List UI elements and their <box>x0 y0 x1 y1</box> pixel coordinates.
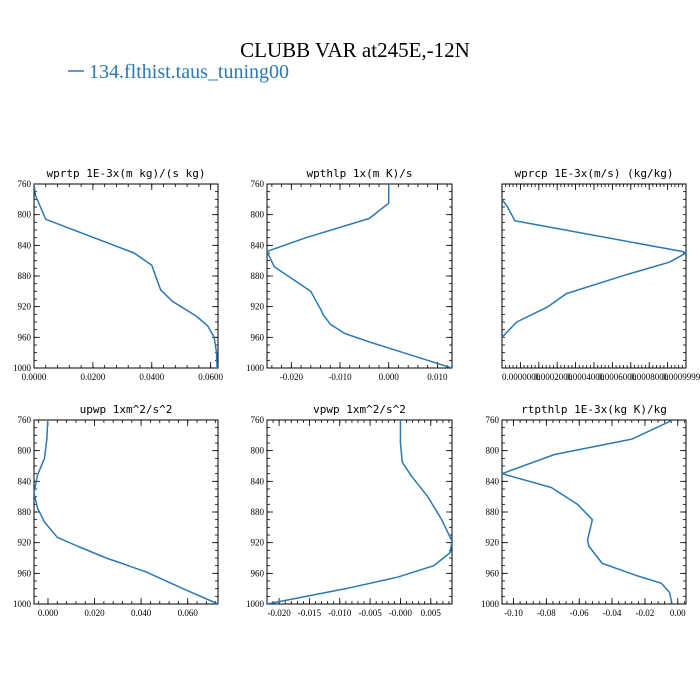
y-tick-label: 920 <box>18 538 32 548</box>
series-line <box>267 184 452 368</box>
x-tick-label: 0.0008000 <box>630 372 669 382</box>
y-tick-label: 1000 <box>246 599 265 609</box>
y-tick-label: 960 <box>251 332 265 342</box>
panel-title: wpthlp 1x(m K)/s <box>307 167 413 180</box>
x-tick-label: 0.020 <box>84 608 105 618</box>
x-tick-label: -0.015 <box>298 608 322 618</box>
y-tick-label: 840 <box>251 476 265 486</box>
y-tick-label: 800 <box>251 210 265 220</box>
panels-container: wprtp 1E-3x(m kg)/(s kg) 760 800 840 880 920 9… <box>13 167 700 618</box>
panel-3: upwp 1xm^2/s^2 760 800 840 880 920 960 1000 0.00… <box>13 403 219 618</box>
plot-frame <box>33 183 219 369</box>
panel-title: vpwp 1xm^2/s^2 <box>313 403 406 416</box>
y-tick-label: 880 <box>18 271 32 281</box>
x-tick-label: 0.0000000 <box>502 372 541 382</box>
x-tick-label: 0.0006000 <box>598 372 637 382</box>
x-tick-label: 0.0200 <box>81 372 106 382</box>
x-tick-label: 0.00 <box>670 608 686 618</box>
y-tick-label: 800 <box>486 446 500 456</box>
x-tick-label: 0.0600 <box>198 372 223 382</box>
y-tick-label: 760 <box>486 415 500 425</box>
x-tick-label: 0.040 <box>131 608 152 618</box>
legend-label: 134.flthist.taus_tuning00 <box>89 61 289 83</box>
y-tick-label: 1000 <box>481 599 500 609</box>
x-tick-label: -0.02 <box>636 608 655 618</box>
y-tick-label: 840 <box>18 240 32 250</box>
x-tick-label: 0.010 <box>427 372 448 382</box>
panel-2: wprcp 1E-3x(m/s) (kg/kg) 0.00000000.00020… <box>501 167 700 382</box>
panel-title: rtpthlp 1E-3x(kg K)/kg <box>521 403 667 416</box>
x-tick-label: -0.000 <box>389 608 413 618</box>
y-tick-label: 1000 <box>13 363 32 373</box>
y-tick-label: 920 <box>486 538 500 548</box>
y-tick-label: 760 <box>18 415 32 425</box>
figure-title: CLUBB VAR at245E,-12N <box>240 38 470 62</box>
series-line <box>267 420 452 604</box>
y-tick-label: 960 <box>486 568 500 578</box>
plot-frame <box>501 419 687 605</box>
y-tick-label: 960 <box>18 332 32 342</box>
x-tick-label: 0.060 <box>178 608 199 618</box>
y-tick-label: 760 <box>18 179 32 189</box>
y-tick-label: 840 <box>486 476 500 486</box>
y-tick-label: 920 <box>18 302 32 312</box>
x-tick-label: 0.0002000 <box>534 372 573 382</box>
y-tick-label: 960 <box>251 568 265 578</box>
x-tick-label: 0.0400 <box>139 372 164 382</box>
y-tick-label: 1000 <box>246 363 265 373</box>
plot-frame <box>266 183 453 369</box>
panel-1: wpthlp 1x(m K)/s 760 800 840 880 920 960 1000 -0… <box>246 167 453 382</box>
y-tick-label: 880 <box>251 507 265 517</box>
y-tick-label: 840 <box>18 476 32 486</box>
x-tick-label: -0.020 <box>280 372 304 382</box>
x-tick-label: -0.020 <box>268 608 292 618</box>
x-tick-label: -0.010 <box>328 372 352 382</box>
y-tick-label: 880 <box>486 507 500 517</box>
y-tick-label: 920 <box>251 538 265 548</box>
panel-title: upwp 1xm^2/s^2 <box>80 403 173 416</box>
y-tick-label: 920 <box>251 302 265 312</box>
y-tick-label: 880 <box>251 271 265 281</box>
y-tick-label: 800 <box>251 446 265 456</box>
x-tick-label: 0.000 <box>379 372 400 382</box>
x-tick-label: 0.0009999 <box>662 372 700 382</box>
series-line <box>34 420 218 604</box>
x-tick-label: -0.06 <box>570 608 589 618</box>
y-tick-label: 840 <box>251 240 265 250</box>
panel-0: wprtp 1E-3x(m kg)/(s kg) 760 800 840 880 920 9… <box>13 167 224 382</box>
x-tick-label: 0.0000 <box>22 372 47 382</box>
series-line <box>34 184 218 368</box>
series-line <box>502 420 674 604</box>
legend: 134.flthist.taus_tuning00 <box>68 61 289 83</box>
plot-frame <box>501 183 687 369</box>
x-tick-label: 0.000 <box>38 608 59 618</box>
y-tick-label: 800 <box>18 446 32 456</box>
y-tick-label: 880 <box>18 507 32 517</box>
panel-4: vpwp 1xm^2/s^27608008408809209601000-0.0… <box>246 403 453 618</box>
y-tick-label: 760 <box>251 415 265 425</box>
x-tick-label: 0.005 <box>421 608 442 618</box>
plot-frame <box>33 419 219 605</box>
x-tick-label: 0.0004000 <box>566 372 605 382</box>
x-tick-label: -0.04 <box>603 608 622 618</box>
x-tick-label: -0.08 <box>537 608 556 618</box>
x-tick-label: -0.10 <box>504 608 523 618</box>
panel-5: rtpthlp 1E-3x(kg K)/kg 760 800 840 880 920 960… <box>481 403 687 618</box>
panel-title: wprcp 1E-3x(m/s) (kg/kg) <box>515 167 674 180</box>
y-tick-label: 800 <box>18 210 32 220</box>
series-line <box>502 198 686 338</box>
x-tick-label: -0.005 <box>358 608 382 618</box>
y-tick-label: 1000 <box>13 599 32 609</box>
y-tick-label: 760 <box>251 179 265 189</box>
panel-title: wprtp 1E-3x(m kg)/(s kg) <box>47 167 206 180</box>
x-tick-label: -0.010 <box>328 608 352 618</box>
y-tick-label: 960 <box>18 568 32 578</box>
plot-frame <box>266 419 453 605</box>
